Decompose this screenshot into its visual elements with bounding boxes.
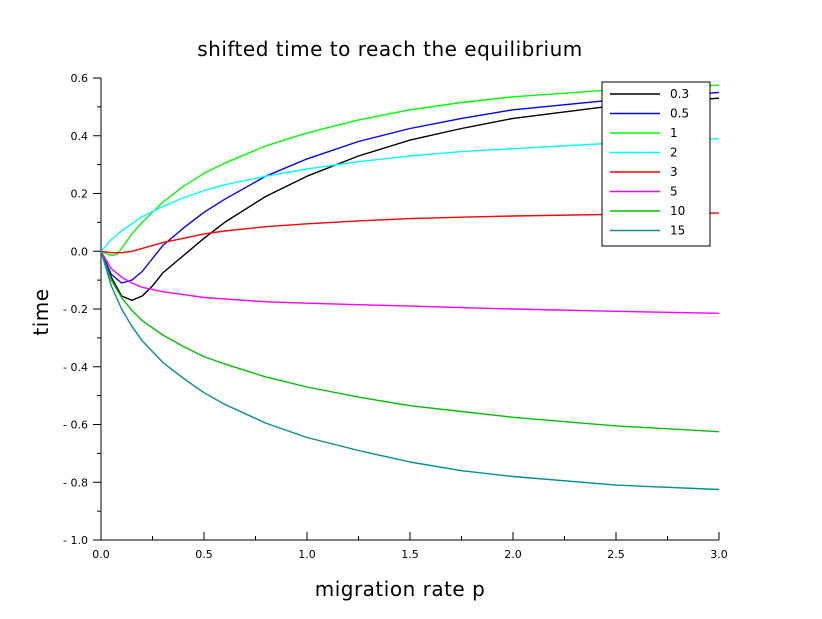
series-line-10 — [100, 251, 720, 433]
y-tick-label: - 1.0 — [63, 534, 88, 547]
y-tick-label: - 0.2 — [63, 303, 88, 316]
y-tick-label: - 0.6 — [63, 419, 88, 432]
legend-box — [601, 81, 711, 247]
legend-label-0.3: 0.3 — [670, 87, 689, 101]
legend-label-10: 10 — [670, 204, 685, 218]
x-tick-label: 2.0 — [504, 548, 522, 561]
legend-label-0.5: 0.5 — [670, 107, 689, 121]
series-line-5 — [100, 250, 720, 314]
x-tick-label: 1.0 — [298, 548, 316, 561]
x-tick-label: 0.0 — [92, 548, 110, 561]
x-tick-label: 1.5 — [401, 548, 419, 561]
y-tick-label: 0.0 — [71, 245, 89, 258]
legend-label-5: 5 — [670, 185, 678, 199]
legend: 0.3 0.5 1 2 3 5 10 15 — [601, 81, 711, 247]
series-line-0.3 — [100, 97, 720, 301]
y-axis-title: time — [29, 288, 53, 335]
legend-label-1: 1 — [670, 126, 678, 140]
y-tick-label: 0.6 — [71, 72, 89, 85]
series-line-1 — [100, 84, 720, 257]
y-tick-label: 0.4 — [71, 130, 89, 143]
x-tick-label: 0.5 — [195, 548, 213, 561]
x-axis-title: migration rate p — [315, 577, 486, 601]
series-layer — [100, 84, 720, 491]
x-tick-label: 2.5 — [607, 548, 625, 561]
legend-label-15: 15 — [670, 224, 685, 238]
y-tick-label: - 0.4 — [63, 361, 88, 374]
y-tick-label: 0.2 — [71, 188, 89, 201]
legend-label-3: 3 — [670, 165, 678, 179]
x-tick-label: 3.0 — [710, 548, 728, 561]
series-line-0.5 — [100, 91, 720, 284]
axes: 0.0 0.5 1.0 1.5 2.0 2.5 3.0 - 1.0 - 0.8 - 0.6 - 0.… — [63, 72, 728, 561]
series-line-3 — [100, 212, 720, 254]
series-line-15 — [100, 251, 720, 491]
chart-title: shifted time to reach the equilibrium — [197, 37, 583, 61]
legend-label-2: 2 — [670, 146, 678, 160]
series-line-2 — [100, 137, 720, 252]
y-tick-label: - 0.8 — [63, 476, 88, 489]
